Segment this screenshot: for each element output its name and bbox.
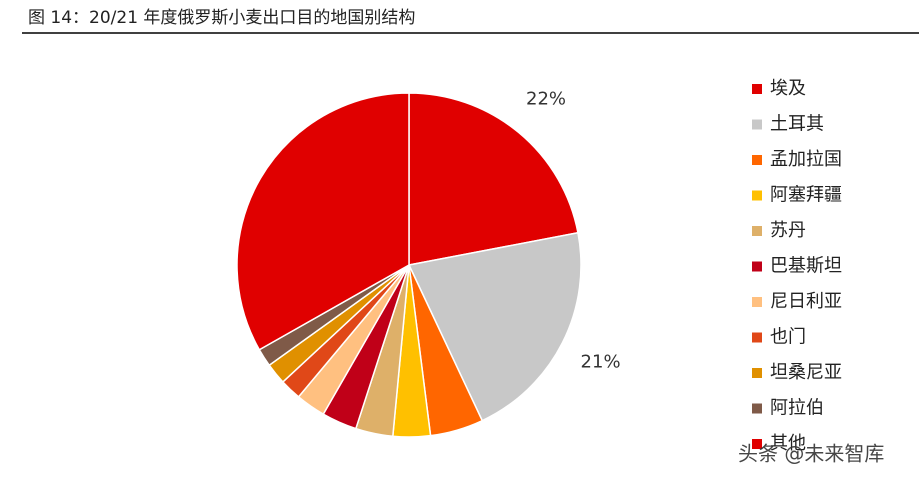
pie-slice — [408, 92, 579, 266]
legend-label: 尼日利亚 — [770, 291, 842, 312]
legend-swatch — [752, 84, 762, 94]
legend-swatch — [752, 439, 762, 449]
legend-label: 其他 — [770, 433, 806, 454]
legend-label: 埃及 — [770, 78, 806, 99]
legend-label: 也门 — [770, 327, 806, 348]
legend-swatch — [752, 368, 762, 378]
pie: 22% 21% — [236, 88, 621, 438]
legend-swatch — [752, 261, 762, 272]
legend-label: 坦桑尼亚 — [770, 362, 842, 383]
watermark: 头条 @未来智库 — [738, 442, 884, 466]
legend-label: 阿拉伯 — [770, 398, 824, 419]
data-label: 22% — [526, 88, 566, 109]
legend-swatch — [752, 155, 762, 165]
legend-swatch — [752, 297, 762, 307]
pie-slice — [407, 231, 582, 422]
legend-swatch — [752, 119, 762, 130]
pie-slice — [236, 92, 410, 351]
legend-swatch — [752, 403, 762, 414]
data-label: 21% — [581, 352, 621, 373]
legend-label: 孟加拉国 — [770, 149, 842, 170]
legend-swatch — [752, 226, 762, 236]
legend-label: 巴基斯坦 — [770, 256, 842, 277]
legend-label: 土耳其 — [770, 114, 824, 135]
legend-label: 阿塞拜疆 — [770, 185, 842, 206]
legend-swatch — [752, 190, 762, 201]
legend-label: 苏丹 — [770, 220, 806, 241]
chart-title: 图 14：20/21 年度俄罗斯小麦出口目的地国别结构 — [28, 8, 415, 28]
legend-swatch — [752, 332, 762, 343]
